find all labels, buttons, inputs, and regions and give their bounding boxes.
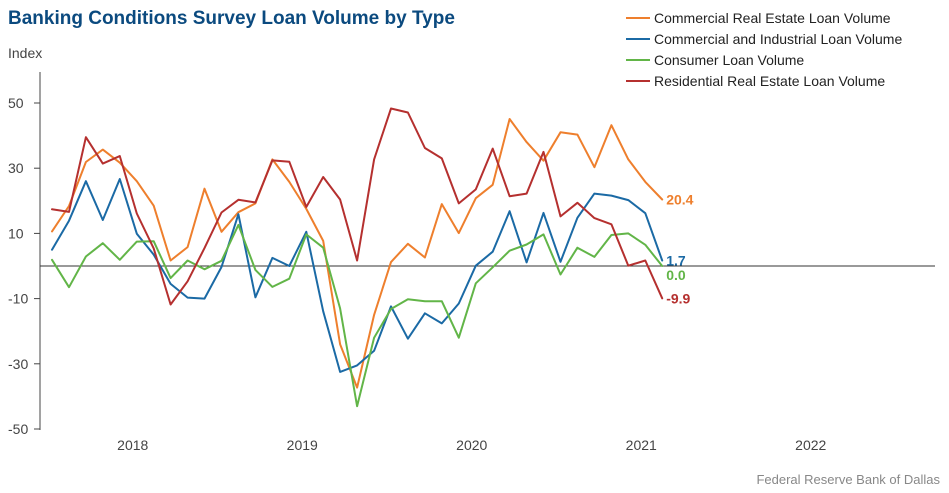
series-end-label: 0.0 <box>666 267 686 283</box>
legend-label: Consumer Loan Volume <box>654 52 804 68</box>
y-tick-label: -50 <box>8 421 28 437</box>
x-tick-label: 2022 <box>795 437 826 453</box>
series-end-label: 20.4 <box>666 191 693 207</box>
series-line-4 <box>51 107 664 306</box>
legend: Commercial Real Estate Loan Volume Commer… <box>626 10 902 89</box>
x-tick-label: 2021 <box>626 437 657 453</box>
legend-label: Commercial Real Estate Loan Volume <box>654 10 891 26</box>
chart-title: Banking Conditions Survey Loan Volume by… <box>8 8 455 29</box>
x-tick-label: 2018 <box>117 437 148 453</box>
series-end-label: -9.9 <box>666 290 690 306</box>
y-axis-unit: Index <box>8 45 42 61</box>
x-axis: 2018 2019 2020 2021 2022 <box>40 265 935 453</box>
series-end-label: 1.7 <box>666 252 686 268</box>
y-tick-label: -30 <box>8 356 28 372</box>
series-line-3 <box>51 223 664 408</box>
x-tick-label: 2020 <box>456 437 487 453</box>
series-line-1 <box>51 118 664 389</box>
source-note: Federal Reserve Bank of Dallas <box>756 472 940 487</box>
legend-label: Residential Real Estate Loan Volume <box>654 73 885 89</box>
series-line-2 <box>51 178 664 373</box>
series-end-labels: 20.4 1.70.0 -9.9 <box>666 191 693 306</box>
y-tick-label: 10 <box>8 225 24 241</box>
legend-label: Commercial and Industrial Loan Volume <box>654 31 902 47</box>
x-tick-label: 2019 <box>287 437 318 453</box>
series-lines <box>51 107 664 408</box>
y-tick-label: 30 <box>8 160 24 176</box>
y-tick-label: -10 <box>8 291 28 307</box>
y-tick-label: 50 <box>8 95 24 111</box>
y-axis: 50 30 10 -10 -30 -50 <box>8 72 41 437</box>
